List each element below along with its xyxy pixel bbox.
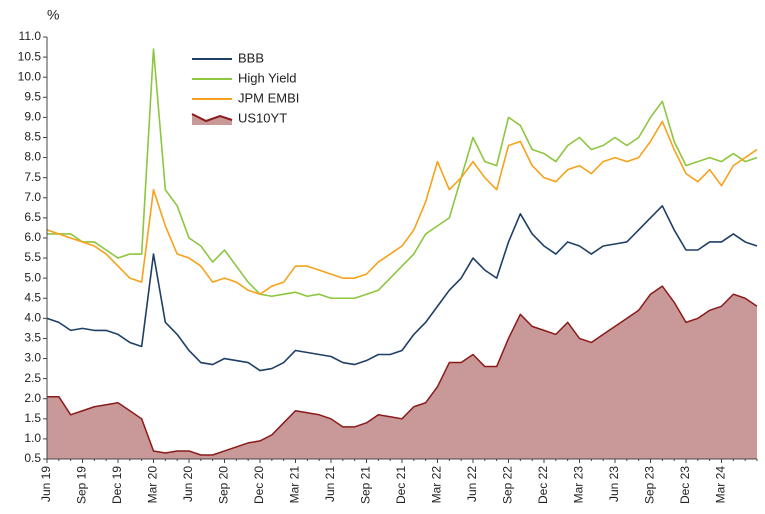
y-tick-label: 7.0: [24, 190, 41, 204]
x-tick-label: Jun 23: [607, 466, 621, 502]
y-tick-label: 9.5: [24, 89, 41, 103]
y-tick-label: 3.5: [24, 331, 41, 345]
x-tick-label: Dec 20: [252, 466, 266, 504]
legend-label: US10YT: [238, 110, 287, 125]
x-tick-label: Mar 24: [714, 466, 728, 504]
x-tick-label: Sep 21: [359, 466, 373, 504]
legend-swatch-line: [191, 113, 233, 123]
y-tick-label: 6.5: [24, 210, 41, 224]
x-tick-label: Jun 22: [465, 466, 479, 502]
line: [46, 205, 758, 372]
y-tick-label: 1.0: [24, 431, 41, 445]
area: [47, 286, 757, 459]
x-tick-label: Sep 20: [217, 466, 231, 504]
x-tick-label: Sep 19: [75, 466, 89, 504]
y-tick-label: 7.5: [24, 170, 41, 184]
y-tick-label: 2.0: [24, 391, 41, 405]
y-tick-label: 9.0: [24, 110, 41, 124]
y-tick-label: 5.0: [24, 270, 41, 284]
y-tick-label: 4.5: [24, 290, 41, 304]
y-tick-label: 11.0: [19, 29, 42, 43]
x-tick-label: Sep 22: [501, 466, 515, 504]
y-tick-label: 10.0: [18, 69, 42, 83]
x-tick-label: Mar 20: [146, 466, 160, 504]
legend-label: JPM EMBI: [238, 90, 299, 105]
x-tick-label: Mar 22: [430, 466, 444, 504]
y-tick-label: 10.5: [18, 49, 42, 63]
x-tick-label: Dec 23: [678, 466, 692, 504]
x-tick-label: Mar 23: [572, 466, 586, 504]
legend-label: BBB: [238, 50, 264, 65]
y-tick-label: 6.0: [24, 230, 41, 244]
y-tick-label: 3.0: [24, 351, 41, 365]
x-tick-label: Mar 21: [288, 466, 302, 504]
y-tick-label: 5.5: [24, 250, 41, 264]
x-tick-label: Dec 21: [394, 466, 408, 504]
y-tick-label: 8.5: [24, 130, 41, 144]
y-tick-label: 0.5: [24, 451, 41, 465]
x-tick-label: Jun 21: [323, 466, 337, 502]
x-tick-label: Sep 23: [643, 466, 657, 504]
legend-label: High Yield: [238, 70, 297, 85]
y-tick-label: 8.0: [24, 150, 41, 164]
line: [46, 120, 758, 296]
y-axis-label: %: [47, 7, 59, 23]
y-tick-label: 1.5: [24, 411, 41, 425]
y-tick-label: 4.0: [24, 311, 41, 325]
x-tick-label: Dec 22: [536, 466, 550, 504]
line: [47, 48, 758, 300]
x-tick-label: Jun 20: [181, 466, 195, 502]
x-tick-label: Jun 19: [39, 466, 53, 502]
x-tick-label: Dec 19: [110, 466, 124, 504]
area-line: [47, 285, 758, 456]
y-tick-label: 2.5: [24, 371, 41, 385]
